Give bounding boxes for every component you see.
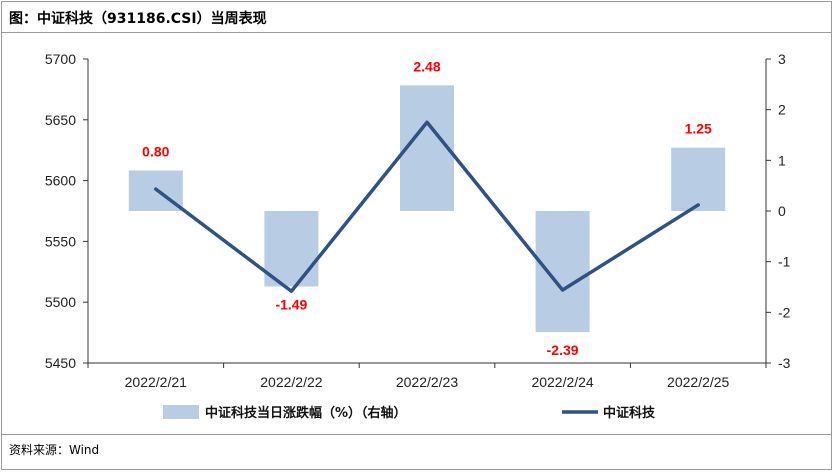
bar-2: [400, 85, 454, 211]
legend-line-label: 中证科技: [603, 405, 656, 421]
left-tick-label-0: 5700: [45, 51, 76, 67]
left-tick-label-1: 5650: [45, 112, 76, 128]
left-tick-label-5: 5450: [45, 355, 76, 371]
right-tick-label-4: -1: [778, 254, 791, 270]
right-tick-label-5: -2: [778, 304, 791, 320]
data-label-0: 0.80: [142, 143, 169, 159]
legend-bar-label: 中证科技当日涨跌幅（%）（右轴）: [205, 405, 407, 421]
axes-group: 5700 5650 5600 5550 5500 5450 3 2 1 0 -1 -2 -3 2022/2…: [45, 51, 791, 390]
right-tick-label-1: 2: [778, 102, 786, 118]
legend-bar-swatch: [163, 405, 199, 419]
data-labels-group: 0.80 -1.49 2.48 -2.39 1.25: [142, 58, 712, 358]
right-tick-label-2: 1: [778, 152, 786, 168]
source-bar: 资料来源：Wind: [1, 434, 832, 470]
left-tick-label-3: 5550: [45, 233, 76, 249]
x-tick-label-0: 2022/2/21: [125, 374, 187, 390]
line-group: [154, 120, 700, 294]
data-label-2: 2.48: [413, 58, 440, 74]
bar-3: [535, 211, 590, 333]
chart-title: 图：中证科技（931186.CSI）当周表现: [9, 11, 267, 27]
right-tick-label-3: 0: [778, 203, 786, 219]
right-tick-label-6: -3: [778, 355, 791, 371]
title-bar: 图：中证科技（931186.CSI）当周表现: [1, 1, 832, 33]
x-tick-label-2: 2022/2/23: [396, 374, 458, 390]
data-label-4: 1.25: [685, 121, 712, 137]
x-tick-label-3: 2022/2/24: [531, 374, 593, 390]
data-label-1: -1.49: [275, 296, 307, 312]
legend: 中证科技当日涨跌幅（%）（右轴） 中证科技: [163, 405, 656, 421]
bar-4: [671, 147, 726, 211]
x-tick-label-4: 2022/2/25: [667, 374, 729, 390]
left-tick-label-4: 5500: [45, 294, 76, 310]
bar-1: [264, 211, 319, 287]
x-tick-label-1: 2022/2/22: [260, 374, 322, 390]
data-label-3: -2.39: [547, 342, 579, 358]
bars-group: [128, 85, 726, 333]
left-tick-label-2: 5600: [45, 173, 76, 189]
right-tick-label-0: 3: [778, 51, 786, 67]
source-note: 资料来源：Wind: [9, 443, 100, 457]
